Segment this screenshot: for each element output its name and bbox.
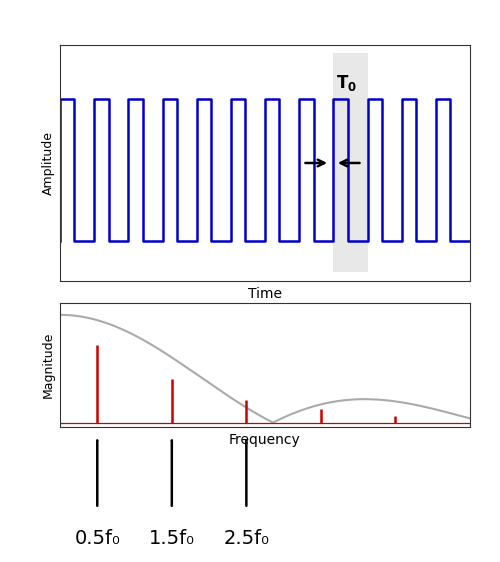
- Text: 0.5f₀: 0.5f₀: [74, 529, 120, 548]
- X-axis label: Time: Time: [248, 287, 282, 301]
- X-axis label: Frequency: Frequency: [229, 433, 301, 447]
- Y-axis label: Amplitude: Amplitude: [42, 131, 54, 195]
- Bar: [334, 53, 368, 273]
- Text: 1.5f₀: 1.5f₀: [149, 529, 195, 548]
- Text: $\mathbf{T_0}$: $\mathbf{T_0}$: [336, 74, 357, 93]
- Y-axis label: Magnitude: Magnitude: [42, 332, 54, 398]
- Text: 2.5f₀: 2.5f₀: [224, 529, 270, 548]
